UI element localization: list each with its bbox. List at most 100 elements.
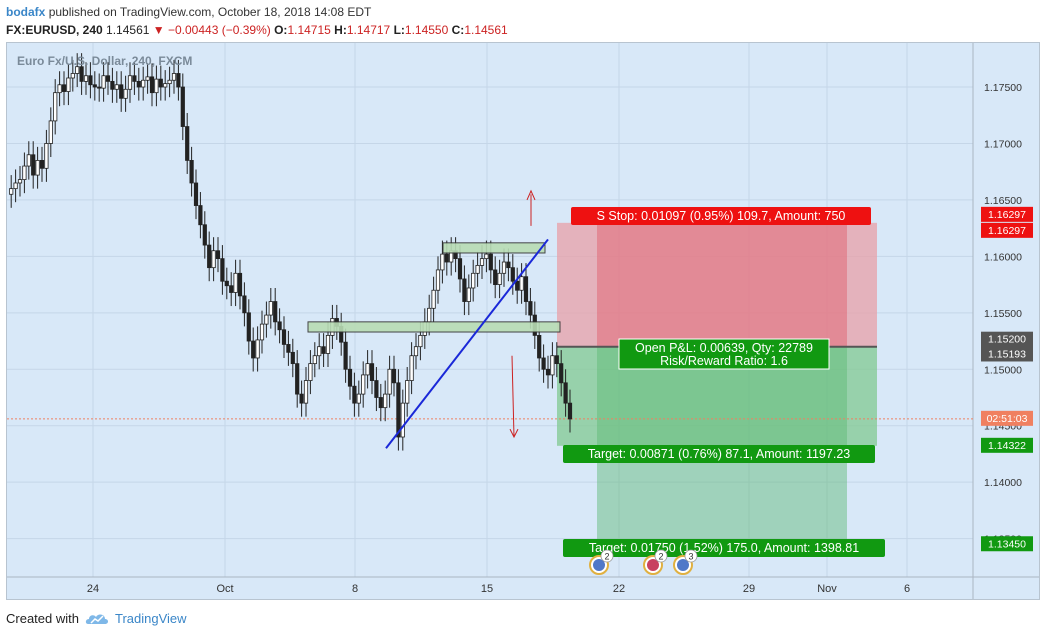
candle (123, 88, 128, 99)
candle (435, 269, 441, 291)
badge-count-bg (684, 549, 698, 563)
candle (321, 346, 326, 354)
candle (510, 267, 515, 282)
chart-svg[interactable]: Euro Fx/U.S. Dollar, 240, FXCM S Stop: 0… (7, 43, 1039, 599)
candle (268, 301, 273, 316)
target1-label-bg (563, 445, 875, 463)
candle (185, 126, 190, 161)
candle (154, 78, 159, 94)
badge-count-bg (600, 549, 614, 563)
candle (141, 79, 146, 88)
candle (277, 321, 282, 331)
time-axis: 24 Oct 8 15 22 29 Nov 6 (87, 583, 910, 595)
author-name[interactable]: bodafx (6, 5, 46, 19)
candle (523, 276, 529, 302)
candle (352, 385, 357, 404)
target2-label-bg (563, 539, 885, 557)
arrow-up-head (526, 189, 536, 201)
candle (229, 285, 234, 293)
candle (431, 289, 436, 309)
time-tick-label: 8 (352, 583, 358, 595)
pnl-label-border (618, 338, 830, 370)
publish-info: published on TradingView.com, October 18… (48, 5, 372, 19)
candle (471, 272, 476, 289)
flag-fill (593, 559, 605, 571)
candle (53, 92, 58, 122)
candle (488, 253, 493, 271)
candle (405, 380, 410, 404)
candle (347, 368, 353, 387)
close-value: 1.14561 (464, 23, 508, 37)
price-tick-label: 1.16500 (984, 195, 1022, 207)
candle (457, 258, 463, 280)
price-tick-label: 1.15500 (984, 308, 1022, 320)
price-marker-label: 1.13450 (988, 538, 1026, 550)
chart-grid (7, 43, 1039, 599)
price-marker-bg (981, 206, 1033, 222)
price-marker-label: 1.15193 (988, 348, 1026, 360)
time-tick-label: 15 (481, 583, 493, 595)
candle (409, 355, 414, 381)
candle (308, 363, 313, 381)
candle (545, 368, 551, 376)
resistance-rect-lower (307, 321, 561, 333)
candle (497, 272, 502, 285)
candle (475, 265, 480, 274)
candle (365, 363, 370, 376)
candle (299, 393, 304, 404)
candle (479, 258, 485, 266)
candle (92, 84, 97, 88)
candle (295, 363, 300, 395)
candle (396, 382, 401, 438)
badge-count: 3 (688, 552, 693, 562)
candle (211, 250, 216, 269)
event-badges[interactable]: 2 2 3 (589, 549, 698, 575)
badge-count-bg (654, 549, 668, 563)
candle (312, 355, 317, 365)
candle (136, 80, 141, 88)
low-label: L: (393, 23, 405, 37)
candle (242, 295, 247, 314)
candle (163, 83, 168, 88)
price-marker-label: 1.16297 (988, 209, 1026, 221)
candle (44, 143, 49, 169)
position-labels: S Stop: 0.01097 (0.95%) 109.7, Amount: 7… (563, 207, 885, 557)
pnl-label-bg (619, 339, 829, 369)
candle (427, 307, 432, 323)
low-value: 1.14550 (404, 23, 449, 37)
candle (466, 287, 471, 302)
candle (202, 224, 207, 246)
chart-panel[interactable]: Euro Fx/U.S. Dollar, 240, FXCM S Stop: 0… (6, 42, 1040, 600)
candle (83, 75, 89, 82)
created-with-label: Created with (6, 611, 79, 626)
candle (303, 380, 309, 404)
candle (361, 374, 366, 395)
candle (48, 120, 53, 144)
candle (180, 86, 185, 127)
candle (255, 339, 260, 359)
candle (515, 280, 520, 291)
flag-fill (647, 559, 659, 571)
last-price: 1.14561 (106, 23, 150, 37)
open-value: 1.14715 (287, 23, 331, 37)
target2-label-text: Target: 0.01750 (1.52%) 175.0, Amount: 1… (589, 541, 859, 555)
candle (462, 278, 467, 302)
candle (75, 66, 80, 74)
candle (251, 340, 256, 359)
arrow-down-head (509, 428, 519, 439)
symbol-info-line: FX:EURUSD, 240 1.14561 ▼ −0.00443 (−0.39… (6, 21, 508, 39)
price-tick-label: 1.17500 (984, 82, 1022, 94)
resistance-rect-upper (442, 242, 546, 254)
candle (132, 75, 137, 82)
candle (444, 253, 449, 263)
candle (554, 355, 559, 365)
candle (400, 402, 405, 438)
time-tick-label: 22 (613, 583, 625, 595)
candle (39, 160, 45, 169)
candle (264, 314, 269, 325)
candle (35, 160, 40, 176)
candle (233, 272, 238, 293)
price-tick-label: 1.17000 (984, 138, 1022, 150)
tradingview-brand[interactable]: TradingView (114, 611, 187, 626)
price-marker-bg (981, 346, 1033, 362)
